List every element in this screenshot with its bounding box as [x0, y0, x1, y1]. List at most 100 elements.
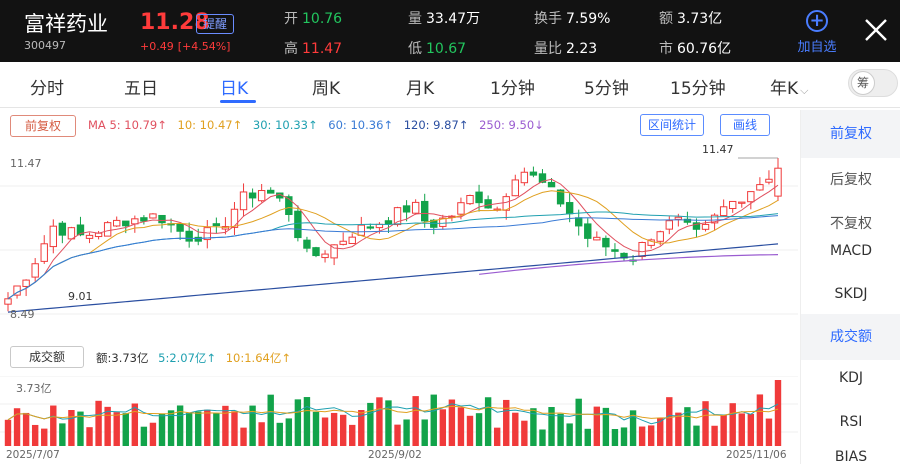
volume-indicator-button[interactable]: 成交额 [10, 346, 84, 368]
amount-label: 额:3.73亿 [96, 351, 149, 365]
candle-body [556, 189, 565, 205]
ma250-label: 250: 9.50↓ [479, 118, 544, 132]
candlestick-chart[interactable] [0, 140, 798, 340]
quote-low: 低 10.67 [408, 38, 466, 58]
tab-yearly-k[interactable]: 年K ⌵ [770, 74, 809, 99]
quote-market-cap: 市 60.76亿 [659, 38, 731, 58]
close-icon[interactable] [862, 16, 890, 44]
add-favorite-label: 加自选 [797, 40, 837, 55]
volume-bar [602, 407, 610, 446]
volume-bar [95, 400, 102, 446]
volume-bar [213, 413, 220, 446]
quote-value: 2.23 [566, 41, 598, 57]
candle-body [466, 195, 474, 205]
candle-body [348, 236, 356, 244]
volume-bar [104, 406, 111, 446]
quote-value: 33.47万 [426, 11, 481, 27]
remind-button[interactable]: 提醒 [196, 14, 234, 34]
volume-bar [702, 401, 709, 446]
tab-daily-k[interactable]: 日K [220, 79, 249, 99]
volume-bar [439, 409, 447, 446]
candle-body [647, 239, 655, 246]
candle-body [765, 178, 773, 183]
volume-bar [358, 410, 365, 446]
volume-bar [122, 413, 129, 446]
range-stats-button[interactable]: 区间统计 [640, 114, 704, 136]
volume-bar [195, 411, 202, 446]
chip-toggle[interactable]: 筹 [848, 69, 898, 97]
volume-bar [385, 400, 392, 446]
side-item-skdj[interactable]: SKDJ [834, 286, 868, 302]
candle-body [22, 279, 30, 287]
volume-bar [403, 419, 410, 446]
side-item-no-adjust[interactable]: 不复权 [830, 216, 872, 232]
side-item-amount[interactable]: 成交额 [801, 314, 900, 360]
candle-body [439, 217, 447, 227]
tab-weekly-k[interactable]: 周K [312, 79, 341, 99]
quote-header: 富祥药业 300497 11.28 提醒 +0.49 [+4.54%] 开 10.7… [0, 0, 900, 62]
volume-bar [321, 417, 329, 446]
volume-bar [376, 397, 383, 446]
candle-body [294, 210, 302, 239]
quote-value: 60.76亿 [677, 41, 732, 57]
volume-bar [185, 412, 193, 446]
volume-bar [774, 380, 782, 446]
quote-label: 换手 [534, 11, 562, 27]
side-item-forward-adjust[interactable]: 前复权 [801, 110, 900, 158]
chevron-down-icon: ⌵ [800, 84, 809, 97]
quote-volume: 量 33.47万 [408, 8, 480, 28]
quote-open: 开 10.76 [284, 8, 342, 28]
candle-body [719, 206, 728, 217]
candle-body [656, 231, 664, 242]
ma60-line [7, 215, 779, 300]
volume-bar [240, 427, 247, 446]
tab-five-day[interactable]: 五日 [124, 79, 158, 99]
volume-bar [204, 409, 211, 446]
stock-name: 富祥药业 [24, 12, 108, 36]
add-favorite-button[interactable]: + 加自选 [792, 10, 842, 55]
quote-label: 量 [408, 11, 422, 27]
high-price-label: 11.47 [702, 143, 734, 156]
side-item-kdj[interactable]: KDJ [838, 370, 864, 386]
volume-bar [59, 423, 66, 446]
side-item-rsi[interactable]: RSI [839, 414, 863, 430]
adjust-button[interactable]: 前复权 [10, 115, 76, 137]
candle-body [321, 253, 329, 259]
candle-body [511, 179, 519, 197]
volume-chart[interactable] [0, 376, 798, 448]
tab-monthly-k[interactable]: 月K [406, 79, 435, 99]
volume-bar [747, 413, 755, 446]
volume-bar [394, 424, 401, 446]
volume-bar [530, 408, 537, 446]
candle-body [747, 191, 755, 203]
volume-bar [349, 424, 356, 446]
side-item-bias[interactable]: BIAS [834, 450, 868, 464]
candle-body [502, 196, 510, 211]
candle-body [683, 218, 692, 223]
volume-bar [86, 427, 93, 446]
chip-toggle-knob: 筹 [851, 71, 875, 95]
tab-5min[interactable]: 5分钟 [584, 79, 629, 99]
tab-intraday[interactable]: 分时 [30, 79, 64, 99]
indicator-side-panel: 前复权 后复权 不复权 MACD SKDJ 成交额 KDJ RSI BIAS [800, 110, 900, 464]
tab-15min[interactable]: 15分钟 [670, 79, 726, 99]
volume-bar [140, 426, 148, 446]
volume-bar [167, 410, 175, 446]
candle-body [76, 224, 85, 236]
volume-bar [593, 406, 601, 446]
quote-label: 量比 [534, 41, 562, 57]
volume-bar [620, 427, 628, 446]
quote-value: 7.59% [566, 11, 611, 27]
tab-1min[interactable]: 1分钟 [490, 79, 535, 99]
candle-body [565, 202, 574, 215]
candle-body [339, 240, 347, 245]
candle-body [393, 207, 402, 226]
volume-bar [131, 403, 139, 446]
volume-bar [738, 413, 745, 446]
candle-body [402, 205, 411, 213]
candle-body [692, 222, 701, 230]
side-item-backward-adjust[interactable]: 后复权 [830, 172, 872, 188]
draw-line-button[interactable]: 画线 [720, 114, 770, 136]
volume-bar [647, 425, 655, 446]
side-item-macd[interactable]: MACD [830, 243, 872, 259]
